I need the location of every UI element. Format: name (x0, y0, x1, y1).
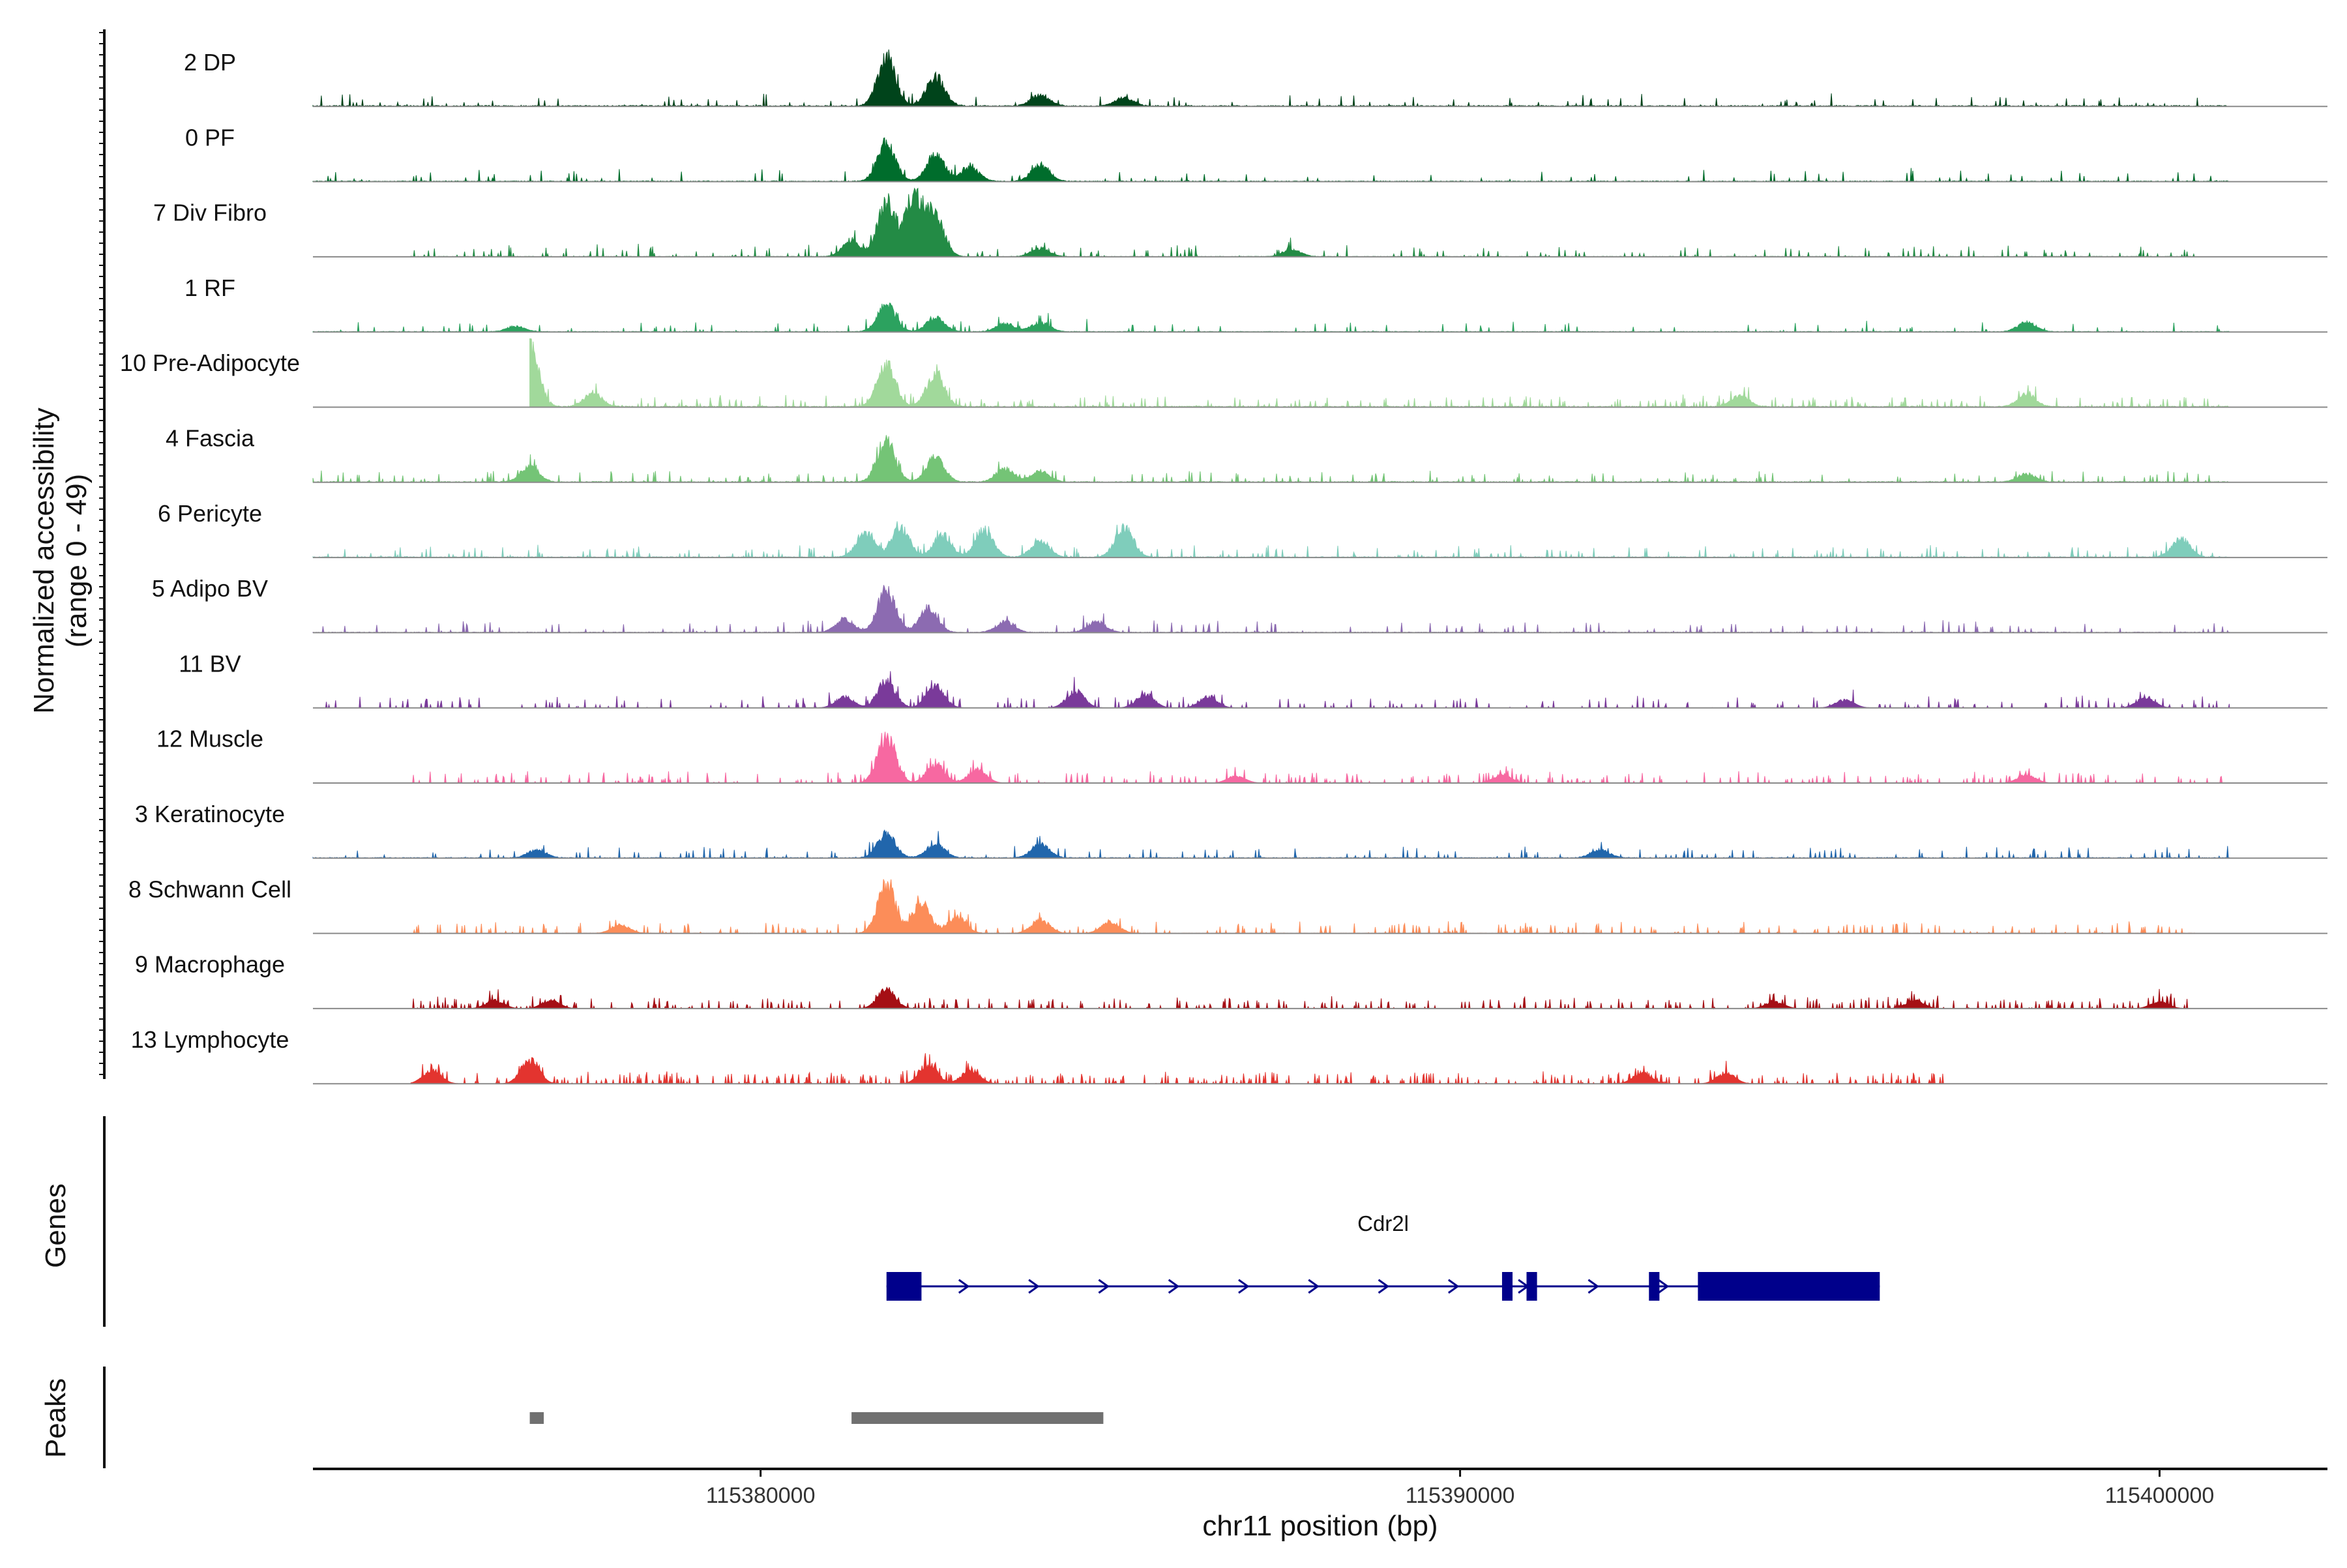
x-axis: chr11 position (bp) 115380000 115390000 11… (313, 1468, 2327, 1542)
track-5: 10 Pre-Adipocyte (120, 338, 2327, 408)
coverage-area (312, 829, 2230, 859)
track-14: 13 Lymphocyte (131, 1026, 2327, 1086)
track-2: 0 PF (185, 124, 2327, 183)
y-axis-title-line1: Normalized accessibility (28, 407, 60, 713)
strand-arrow (1238, 1279, 1250, 1294)
strand-arrow (1378, 1279, 1390, 1294)
gene-exon (1698, 1272, 1880, 1301)
coverage-area (312, 303, 2230, 333)
coverage-area (411, 732, 2230, 784)
strand-arrow (1657, 1279, 1670, 1294)
y-axis-title: Normalized accessibility (range 0 - 49) (28, 407, 93, 713)
strand-arrow (1098, 1279, 1110, 1294)
track-label: 11 BV (179, 650, 241, 677)
coverage-area (410, 187, 2195, 258)
track-7: 6 Pericyte (158, 500, 2327, 559)
track-label: 8 Schwann Cell (128, 876, 291, 902)
gene-exon (1526, 1272, 1537, 1301)
track-label: 12 Muscle (156, 726, 263, 752)
gene-label: Cdr2l (1357, 1211, 1409, 1235)
coverage-area (312, 49, 2230, 108)
track-8: 5 Adipo BV (152, 575, 2327, 634)
gene-track: Cdr2l (886, 1211, 1880, 1301)
track-label: 9 Macrophage (135, 951, 285, 978)
track-label: 1 RF (185, 274, 235, 301)
x-tick-label: 115390000 (1406, 1483, 1515, 1508)
x-tick-label: 115400000 (2105, 1483, 2215, 1508)
gene-exon (1501, 1272, 1513, 1301)
strand-arrow (1308, 1279, 1320, 1294)
coverage-area (313, 671, 2230, 709)
gene-exon (886, 1272, 922, 1301)
strand-arrow (1447, 1279, 1460, 1294)
track-4: 1 RF (185, 274, 2327, 333)
coverage-tracks: 2 DP 0 PF 7 Div Fibro 1 RF 10 Pre-Adipocyte 4… (120, 49, 2327, 1086)
track-label: 7 Div Fibro (153, 200, 267, 226)
track-12: 8 Schwann Cell (128, 876, 2327, 935)
coverage-area (312, 137, 2231, 183)
peak-region (529, 1412, 544, 1424)
coverage-area (411, 986, 2195, 1010)
track-13: 9 Macrophage (135, 951, 2327, 1010)
x-tick-label: 115380000 (706, 1483, 816, 1508)
coverage-area (312, 435, 2231, 484)
track-label: 3 Keratinocyte (135, 801, 285, 827)
track-10: 12 Muscle (156, 726, 2327, 784)
strand-arrow (1587, 1279, 1600, 1294)
track-label: 4 Fascia (166, 425, 255, 452)
coverage-area (312, 521, 2230, 559)
peak-region (851, 1412, 1104, 1424)
strand-arrow (958, 1279, 970, 1294)
track-9: 11 BV (179, 650, 2327, 709)
coverage-area (410, 1053, 1950, 1086)
coverage-area (312, 585, 2230, 634)
track-label: 13 Lymphocyte (131, 1026, 289, 1053)
strand-arrow (1028, 1279, 1040, 1294)
track-label: 10 Pre-Adipocyte (120, 349, 300, 376)
coverage-area (529, 338, 2230, 408)
y-axis-title-line2: (range 0 - 49) (61, 474, 93, 648)
x-axis-title: chr11 position (bp) (1202, 1510, 1438, 1542)
gene-exon (1649, 1272, 1660, 1301)
track-11: 3 Keratinocyte (135, 801, 2327, 859)
peak-track (529, 1412, 1104, 1424)
track-label: 2 DP (184, 49, 236, 76)
track-label: 6 Pericyte (158, 500, 262, 527)
coverage-left-axis (99, 29, 106, 1079)
track-label: 0 PF (185, 124, 235, 151)
coverage-area (410, 879, 2195, 935)
genes-panel-title: Genes (40, 1183, 72, 1268)
strand-arrow (1168, 1279, 1180, 1294)
track-1: 2 DP (184, 49, 2327, 108)
peaks-panel-title: Peaks (40, 1378, 72, 1458)
track-label: 5 Adipo BV (152, 575, 268, 602)
track-3: 7 Div Fibro (153, 187, 2327, 258)
track-6: 4 Fascia (166, 425, 2327, 484)
